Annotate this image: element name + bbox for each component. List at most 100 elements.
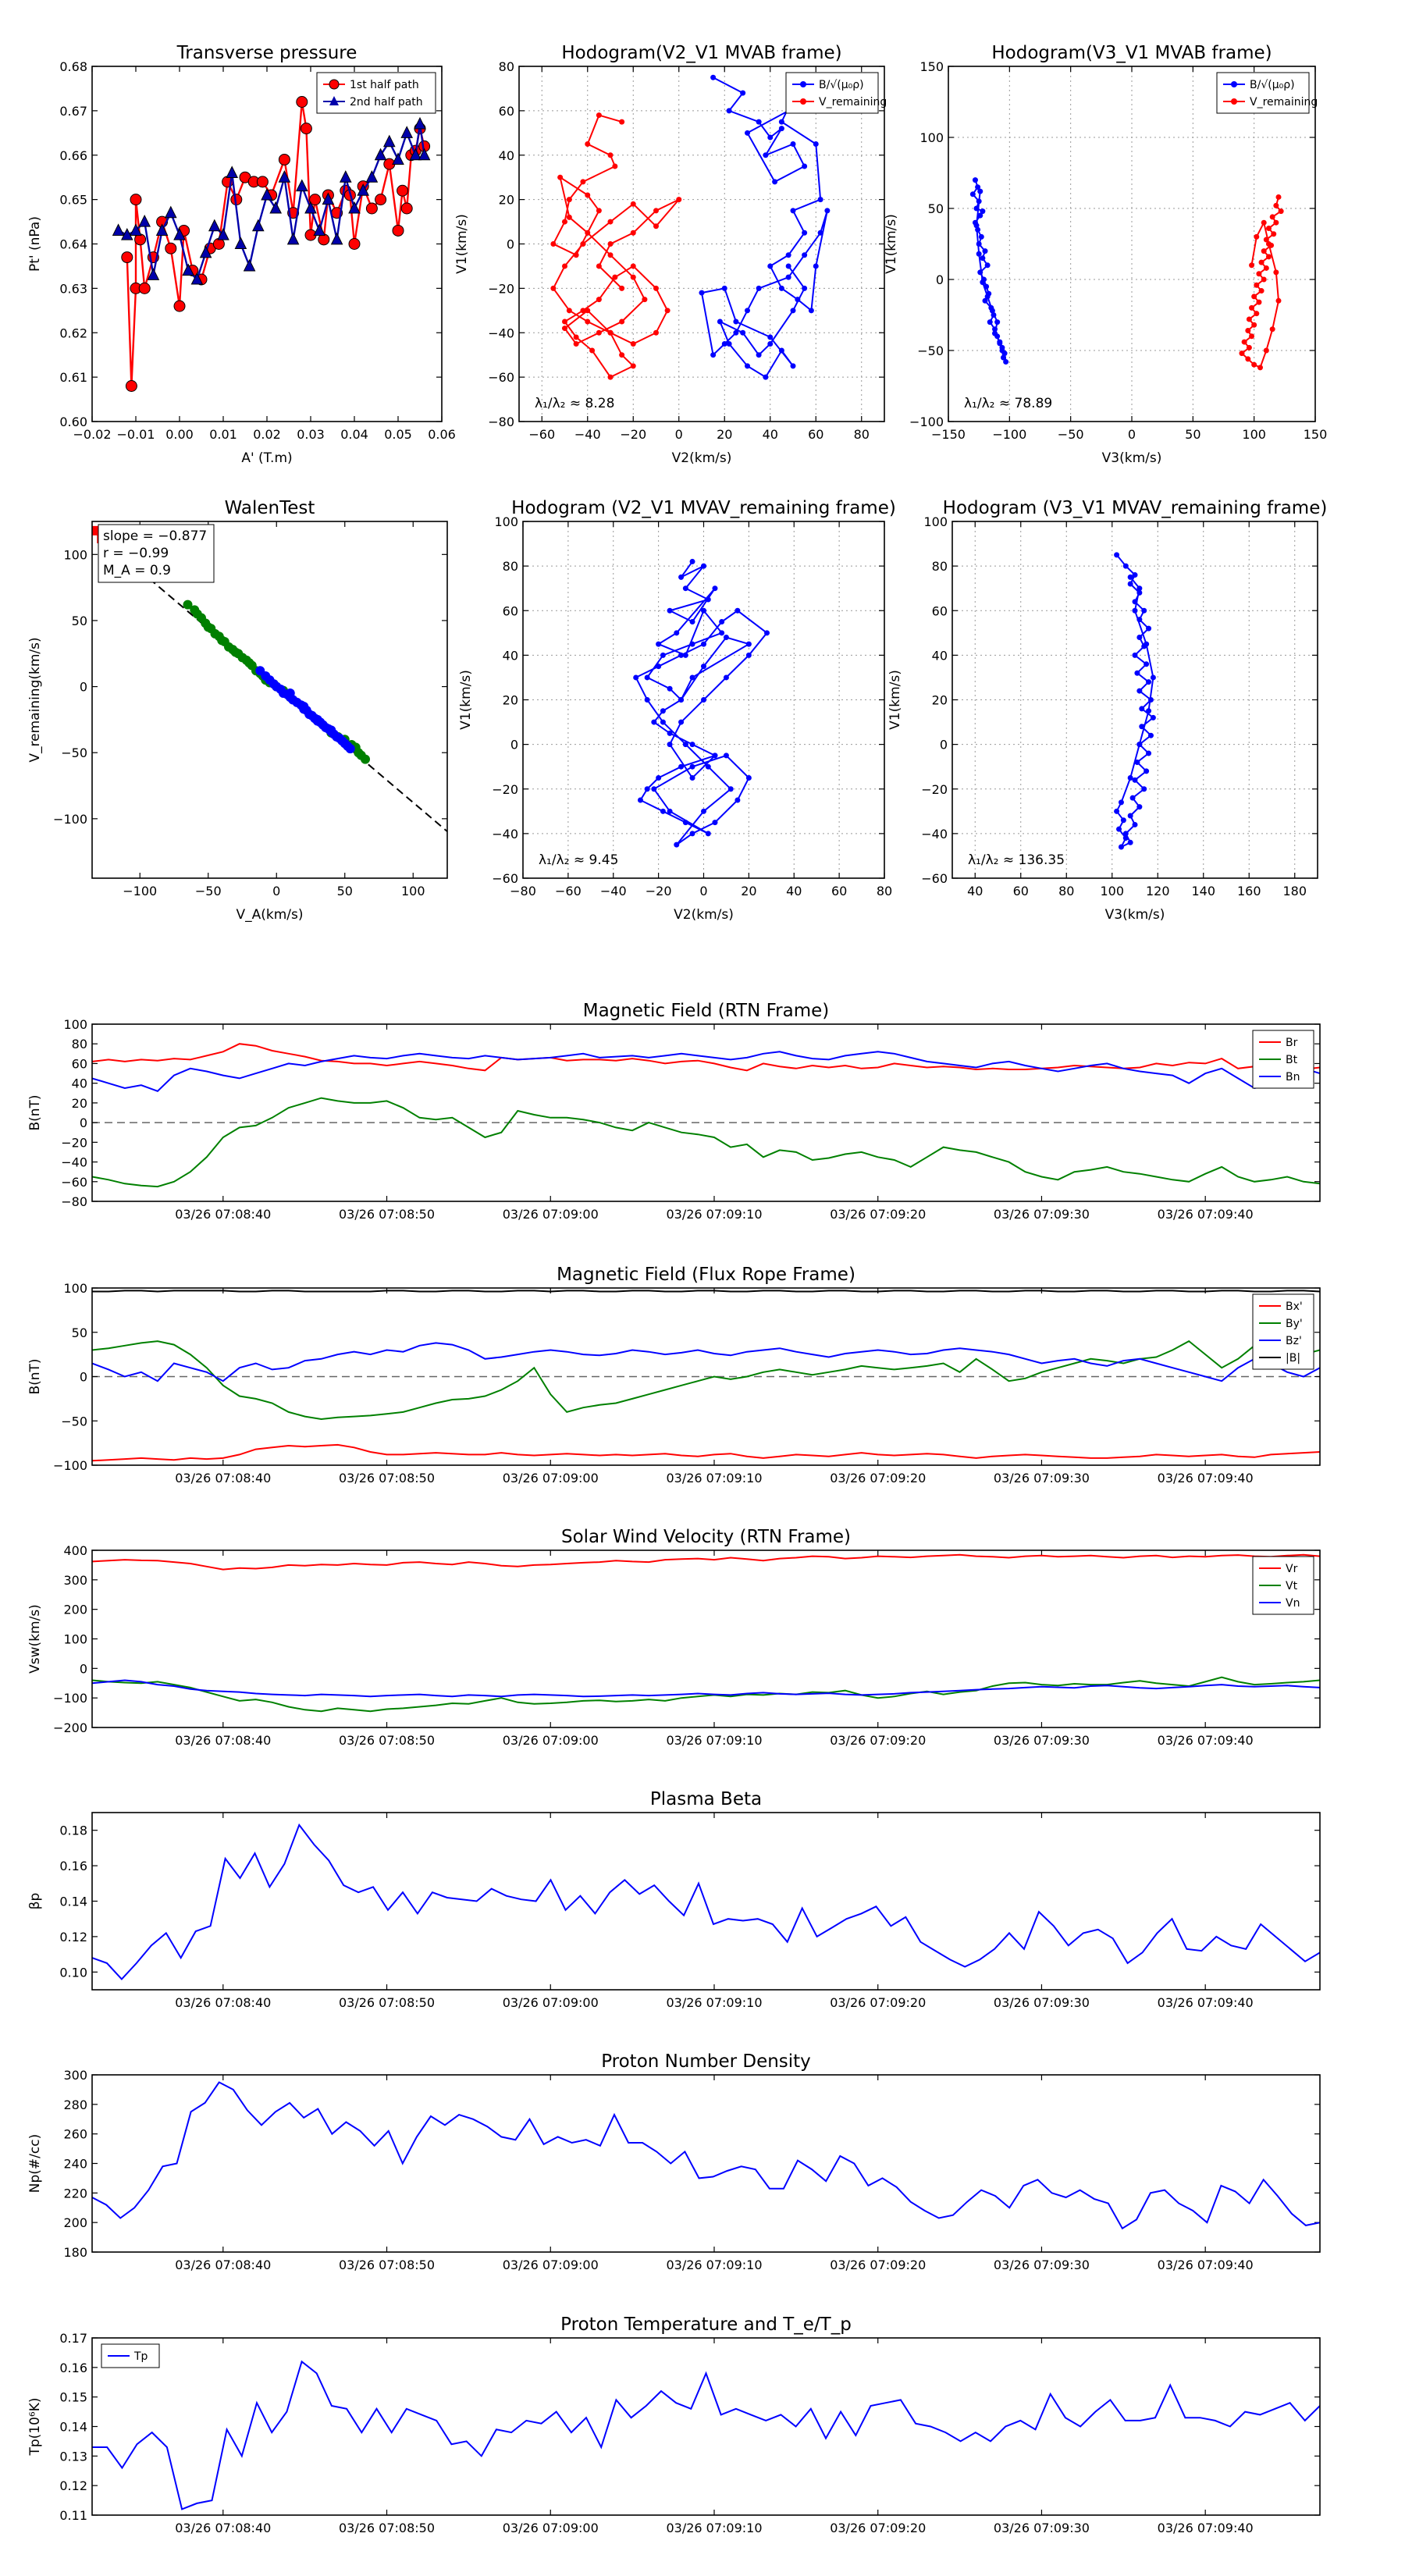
data-point (745, 130, 750, 136)
x-tick-label: 03/26 07:09:00 (503, 1995, 599, 2010)
y-tick-label: −100 (53, 1691, 87, 1706)
data-point (712, 820, 718, 826)
data-point (1127, 581, 1133, 587)
x-tick-label: 60 (1013, 884, 1029, 898)
data-point (980, 255, 986, 262)
data-point (651, 786, 657, 792)
x-tick-label: 100 (1100, 884, 1124, 898)
data-point (678, 652, 685, 658)
data-point (392, 152, 404, 165)
x-tick-label: 03/26 07:09:20 (830, 1995, 926, 2010)
data-point (1136, 804, 1143, 810)
y-axis-label: V_remaining(km/s) (27, 637, 43, 762)
chart-title: Proton Number Density (601, 2051, 811, 2072)
chart-title: Plasma Beta (650, 1789, 762, 1809)
data-point (296, 96, 308, 108)
data-point (1256, 271, 1262, 277)
data-point (701, 808, 706, 814)
data-point (1254, 233, 1260, 240)
y-tick-label: 0.12 (59, 1930, 87, 1944)
data-point (573, 252, 579, 258)
y-tick-label: 50 (72, 1325, 87, 1340)
data-point (1150, 674, 1156, 681)
data-point (689, 831, 695, 837)
y-tick-label: 0 (507, 237, 514, 252)
data-point (976, 251, 982, 257)
data-point (312, 714, 322, 724)
x-tick-label: 60 (831, 884, 847, 898)
data-point (1271, 231, 1277, 237)
data-point (1246, 344, 1252, 350)
data-point (1141, 786, 1147, 792)
axes-frame (91, 2074, 1321, 2253)
x-tick-label: 0.05 (384, 427, 412, 442)
y-tick-label: −50 (61, 1414, 87, 1429)
y-tick-label: 80 (499, 59, 514, 74)
data-point (269, 201, 283, 214)
legend-label: Vt (1286, 1580, 1298, 1592)
data-point (653, 223, 659, 229)
chart-vsw: Solar Wind Velocity (RTN Frame) −200 −100 0… (27, 1527, 1321, 1748)
x-tick-label: −50 (195, 884, 222, 898)
x-axis-label: A' (T.m) (241, 450, 292, 466)
x-tick-label: 03/26 07:08:50 (339, 1207, 435, 1222)
data-point (1150, 714, 1156, 720)
legend-marker (329, 79, 340, 90)
data-point (756, 119, 762, 125)
data-point (1136, 617, 1143, 623)
y-tick-label: 0.11 (59, 2508, 87, 2523)
data-point (808, 308, 814, 314)
data-point (767, 263, 774, 269)
data-point (295, 179, 308, 192)
x-axis-label: V3(km/s) (1102, 450, 1162, 466)
data-point (656, 641, 662, 647)
data-point (1254, 311, 1260, 317)
data-point (785, 274, 791, 280)
walen-stats-box: slope = −0.877 r = −0.99 M_A = 0.9 (98, 524, 215, 583)
y-tick-label: 50 (928, 201, 944, 216)
y-tick-label: 280 (63, 2097, 87, 2112)
y-tick-label: −40 (492, 827, 518, 841)
x-tick-label: −100 (992, 427, 1026, 442)
x-tick-label: 60 (808, 427, 823, 442)
data-point (701, 697, 706, 703)
data-point (190, 272, 204, 285)
data-point (982, 248, 988, 254)
data-point (1136, 589, 1143, 596)
data-point (721, 340, 727, 347)
legend-label: Bt (1286, 1054, 1298, 1066)
data-point (705, 763, 711, 770)
data-point (1263, 347, 1269, 354)
data-point (256, 176, 269, 188)
x-tick-label: 03/26 07:09:40 (1158, 1995, 1254, 2010)
data-point (678, 719, 685, 725)
data-point (1269, 326, 1275, 333)
data-point (763, 374, 769, 380)
x-tick-label: 03/26 07:08:50 (339, 1471, 435, 1485)
data-point (125, 380, 137, 392)
series-line-0 (700, 76, 828, 379)
legend: 1st half path 2nd half path (316, 72, 436, 114)
y-axis-label: V1(km/s) (458, 670, 474, 730)
data-point (1127, 839, 1133, 845)
data-point (710, 352, 717, 358)
data-point (1136, 585, 1143, 592)
x-tick-label: 03/26 07:09:00 (503, 1471, 599, 1485)
legend-label: Tp (133, 2350, 148, 2363)
data-point (573, 334, 579, 340)
x-tick-label: 03/26 07:08:40 (175, 1471, 271, 1485)
x-tick-label: 80 (1058, 884, 1074, 898)
x-tick-label: 03/26 07:09:40 (1158, 2258, 1254, 2272)
plot-area (92, 1043, 1320, 1188)
x-tick-label: 03/26 07:09:00 (503, 2258, 599, 2272)
data-point (1144, 661, 1150, 667)
data-point (243, 258, 256, 272)
data-point (1127, 774, 1133, 781)
data-point (1246, 316, 1252, 322)
data-point (682, 820, 688, 826)
chart-walen: WalenTest −100 −50 0 50 100 −100 −50 0 50 100 V_A(k… (27, 498, 448, 923)
data-point (217, 228, 229, 240)
data-point (173, 228, 186, 240)
data-point (300, 123, 312, 135)
x-tick-label: 03/26 07:09:40 (1158, 1207, 1254, 1222)
